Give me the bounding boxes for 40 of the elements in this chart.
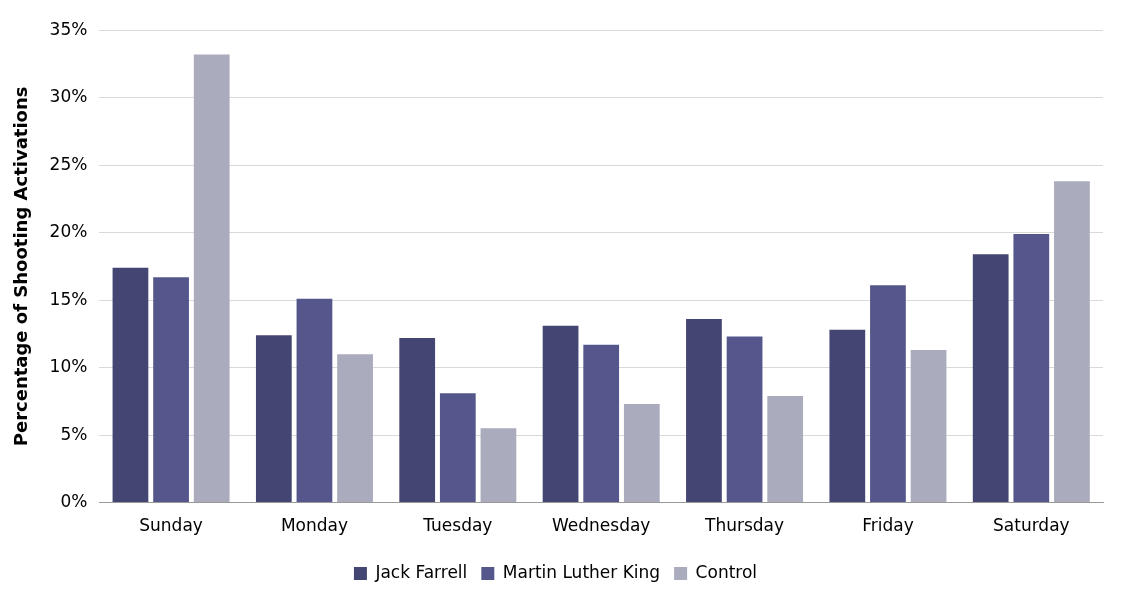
bar <box>972 254 1009 503</box>
bar <box>255 335 292 503</box>
legend-label: Jack Farrell <box>374 561 468 582</box>
bar <box>439 393 476 503</box>
x-tick-label: Sunday <box>139 515 203 536</box>
x-tick-label: Thursday <box>704 515 785 536</box>
bar <box>296 298 333 503</box>
bar <box>153 277 189 503</box>
x-tick-label: Saturday <box>993 515 1070 536</box>
x-tick-label: Tuesday <box>422 515 493 536</box>
y-tick-label: 35% <box>49 18 88 39</box>
y-tick-label: 15% <box>49 288 88 309</box>
bar <box>910 350 947 503</box>
bar <box>542 325 579 503</box>
bar <box>480 428 517 503</box>
x-tick-label: Friday <box>862 515 914 536</box>
bar <box>112 267 149 503</box>
bar <box>1054 181 1090 503</box>
bar <box>829 329 866 503</box>
bar <box>686 319 722 503</box>
y-axis-title: Percentage of Shooting Activations <box>10 86 32 447</box>
legend-label: Control <box>695 561 758 582</box>
bar <box>623 404 660 503</box>
y-tick-label: 20% <box>49 221 88 242</box>
legend-label: Martin Luther King <box>502 561 661 582</box>
bar <box>1013 234 1050 503</box>
bar <box>870 285 906 503</box>
y-tick-label: 0% <box>60 491 88 512</box>
y-tick-label: 30% <box>49 86 88 107</box>
bar <box>583 344 620 503</box>
bar <box>337 354 373 503</box>
x-tick-label: Monday <box>280 515 349 536</box>
bar <box>726 336 763 503</box>
y-tick-label: 10% <box>49 356 88 377</box>
bar <box>193 54 230 503</box>
bar <box>399 337 436 503</box>
bar <box>767 395 804 503</box>
y-tick-label: 5% <box>60 423 88 444</box>
x-tick-label: Wednesday <box>551 515 651 536</box>
y-tick-label: 25% <box>49 153 88 174</box>
